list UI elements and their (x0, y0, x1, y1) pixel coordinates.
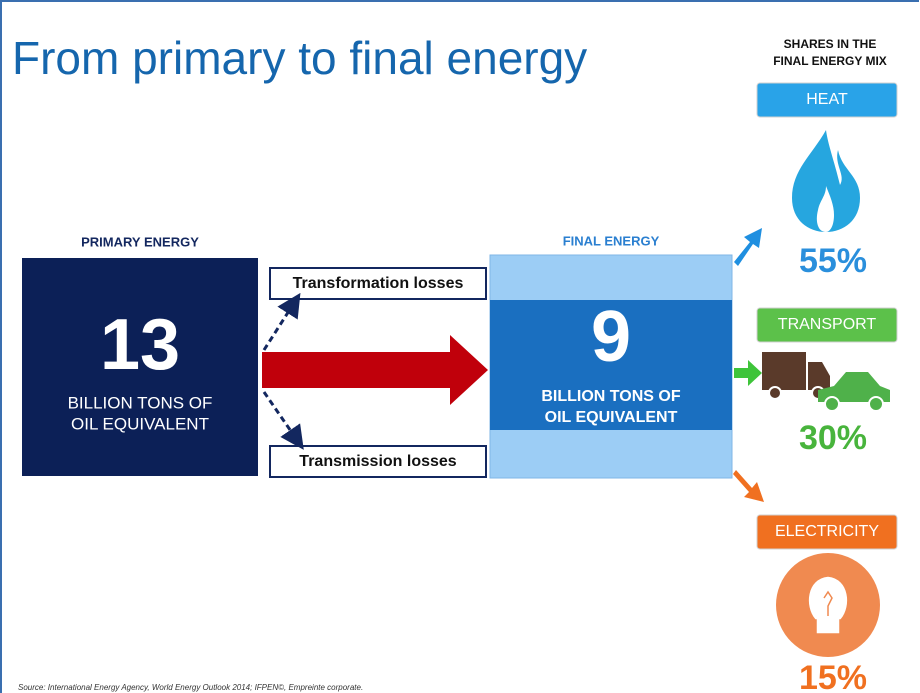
title: From primary to final energy (12, 32, 587, 84)
bulb-icon (808, 576, 848, 634)
primary-unit: OIL EQUIVALENT (71, 414, 209, 433)
final-value: 9 (591, 297, 631, 377)
primary-value: 13 (100, 305, 180, 385)
share-button (756, 307, 898, 343)
primary-heading: PRIMARY ENERGY (81, 234, 199, 249)
bulb-icon (823, 590, 833, 616)
main-arrow (262, 335, 488, 405)
primary-unit: BILLION TONS OF (68, 393, 213, 412)
final-heading: FINAL ENERGY (563, 233, 660, 248)
share-value: 15% (799, 659, 867, 693)
flame-icon (792, 130, 860, 232)
heat-arrow (734, 228, 762, 266)
primary-box (22, 258, 258, 476)
share-label: HEAT (806, 91, 848, 108)
final-unit: OIL EQUIVALENT (545, 409, 678, 426)
flame-icon (816, 186, 834, 232)
shares-heading: FINAL ENERGY MIX (773, 54, 887, 68)
final-inner (490, 300, 732, 430)
transport-arrow (734, 360, 762, 386)
loss-label: Transmission losses (299, 453, 457, 470)
share-button (756, 514, 898, 550)
loss-box (269, 445, 487, 478)
final-unit: BILLION TONS OF (541, 388, 680, 405)
share-value: 55% (799, 242, 867, 280)
car-icon (818, 372, 890, 412)
loss-box (269, 267, 487, 300)
source-note: Source: International Energy Agency, Wor… (18, 683, 363, 692)
shares-heading: SHARES IN THE (784, 37, 877, 51)
share-label: TRANSPORT (778, 316, 877, 333)
electricity-arrow (733, 470, 764, 502)
share-button (756, 82, 898, 118)
loss-label: Transformation losses (293, 275, 464, 292)
share-value: 30% (799, 419, 867, 457)
share-label: ELECTRICITY (775, 523, 879, 540)
